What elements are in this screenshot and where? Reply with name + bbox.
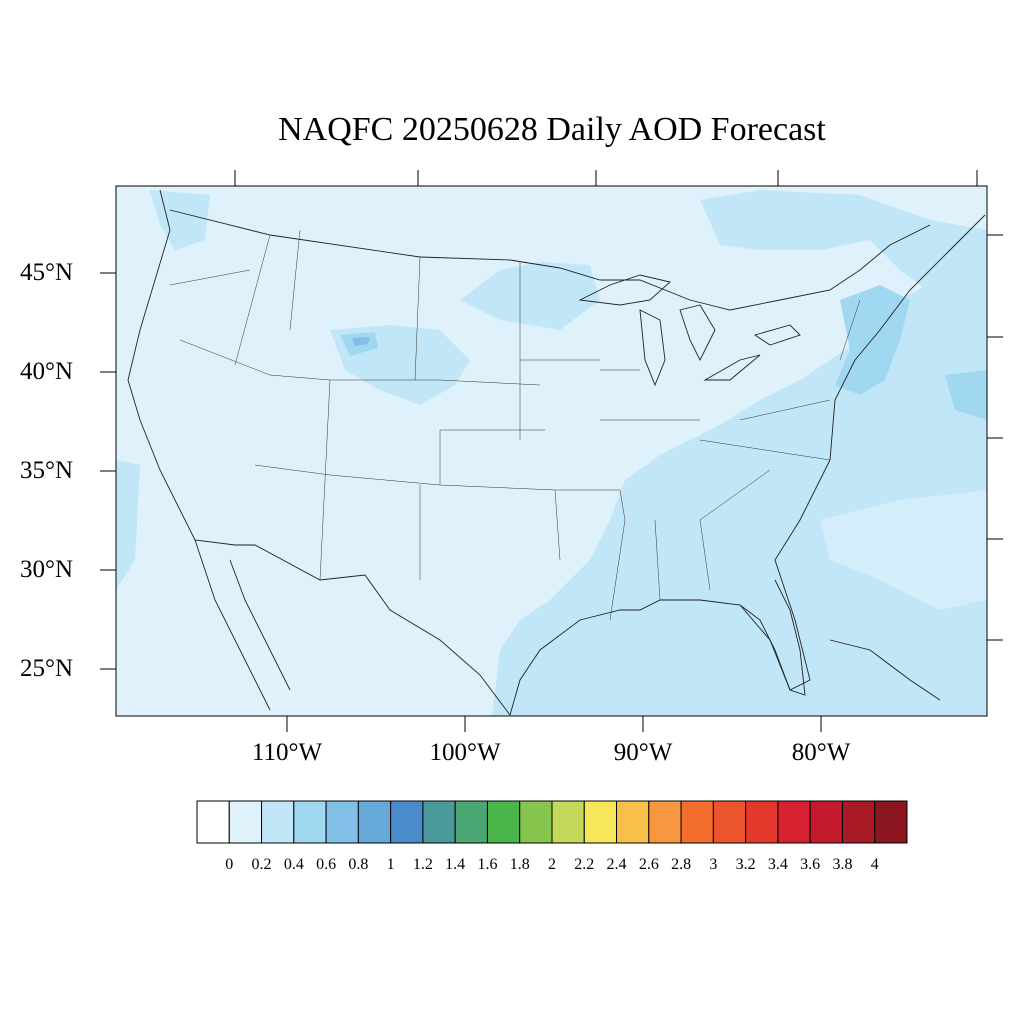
- colorbar-swatch: [680, 800, 714, 844]
- colorbar-swatch: [648, 800, 682, 844]
- florida: [739, 579, 806, 696]
- colorbar-swatch: [745, 800, 779, 844]
- colorbar-label: 3.4: [767, 856, 788, 873]
- colorbar-swatch: [325, 800, 359, 844]
- colorbar-swatch: [196, 800, 230, 844]
- colorbar-label: 0.6: [316, 856, 337, 873]
- colorbar-swatch: [261, 800, 295, 844]
- colorbar-label: 1.6: [477, 856, 498, 873]
- aod-region-new-england: [835, 285, 910, 395]
- lake-erie: [703, 354, 761, 381]
- colorbar-swatch: [422, 800, 456, 844]
- aod-contours: [116, 190, 987, 716]
- baja: [194, 539, 291, 711]
- map-title: NAQFC 20250628 Daily AOD Forecast: [278, 111, 826, 148]
- colorbar-label: 2.2: [574, 856, 595, 873]
- colorbar-label: 1.2: [412, 856, 433, 873]
- canada-border: [169, 209, 931, 311]
- colorbar-label: 1: [386, 856, 395, 873]
- colorbar-label: 0.4: [283, 856, 304, 873]
- colorbar-label: 2: [548, 856, 556, 873]
- colorbar-label: 3.6: [800, 856, 821, 873]
- colorbar-swatch: [390, 800, 424, 844]
- colorbar-swatch: [583, 800, 618, 844]
- lake-ontario: [753, 324, 801, 346]
- colorbar-label: 2.6: [638, 856, 659, 873]
- lon-label-110w: 110°W: [251, 739, 323, 766]
- colorbar-label: 2.4: [606, 856, 627, 873]
- cuba: [829, 639, 941, 701]
- lon-label-90w: 90°W: [613, 739, 673, 766]
- lon-label-80w: 80°W: [791, 739, 851, 766]
- colorbar-swatch: [809, 800, 843, 844]
- colorbar-label: 0: [225, 856, 234, 873]
- lake-superior: [578, 274, 671, 306]
- aod-region-west-edge: [116, 460, 140, 590]
- colorbar-label: 0.8: [348, 856, 369, 873]
- colorbar-swatch: [293, 800, 327, 844]
- colorbar: [196, 800, 908, 844]
- lat-label-45: 45°N: [20, 259, 74, 286]
- map-frame: [115, 185, 988, 717]
- aod-region-nw: [150, 190, 210, 250]
- aod-region-atlantic-south: [820, 490, 987, 610]
- coastlines: [127, 189, 986, 716]
- aod-region-atlantic-mid: [945, 370, 987, 420]
- colorbar-swatch: [486, 800, 521, 844]
- lat-label-35: 35°N: [20, 457, 74, 484]
- colorbar-swatch: [841, 800, 876, 844]
- tick-marks: [100, 170, 1003, 732]
- colorbar-swatch: [519, 800, 553, 844]
- colorbar-label: 1.4: [445, 856, 466, 873]
- colorbar-swatch: [454, 800, 488, 844]
- colorbar-swatch: [616, 800, 650, 844]
- colorbar-swatch: [551, 800, 585, 844]
- lon-label-100w: 100°W: [429, 739, 501, 766]
- colorbar-label: 1.8: [509, 856, 530, 873]
- us-outline: [127, 189, 986, 716]
- aod-region-wyoming-peak: [352, 337, 370, 346]
- colorbar-label: 3.2: [735, 856, 756, 873]
- colorbar-label: 3.8: [832, 856, 853, 873]
- state-borders: [169, 229, 861, 621]
- colorbar-label: 3: [709, 856, 718, 873]
- colorbar-label: 2.8: [671, 856, 692, 873]
- lake-michigan: [639, 309, 666, 387]
- colorbar-label: 4: [870, 856, 879, 873]
- aod-region-dakotas: [460, 262, 600, 330]
- lat-label-30: 30°N: [20, 556, 74, 583]
- colorbar-swatch: [228, 800, 263, 844]
- aod-region-atlantic-north: [700, 190, 987, 340]
- colorbar-swatch: [777, 800, 811, 844]
- colorbar-swatch: [874, 800, 908, 844]
- lake-huron: [679, 304, 716, 362]
- colorbar-swatch: [357, 800, 392, 844]
- lat-label-25: 25°N: [20, 655, 74, 682]
- lat-label-40: 40°N: [20, 358, 74, 385]
- colorbar-swatch: [712, 800, 747, 844]
- colorbar-label: 0.2: [251, 856, 272, 873]
